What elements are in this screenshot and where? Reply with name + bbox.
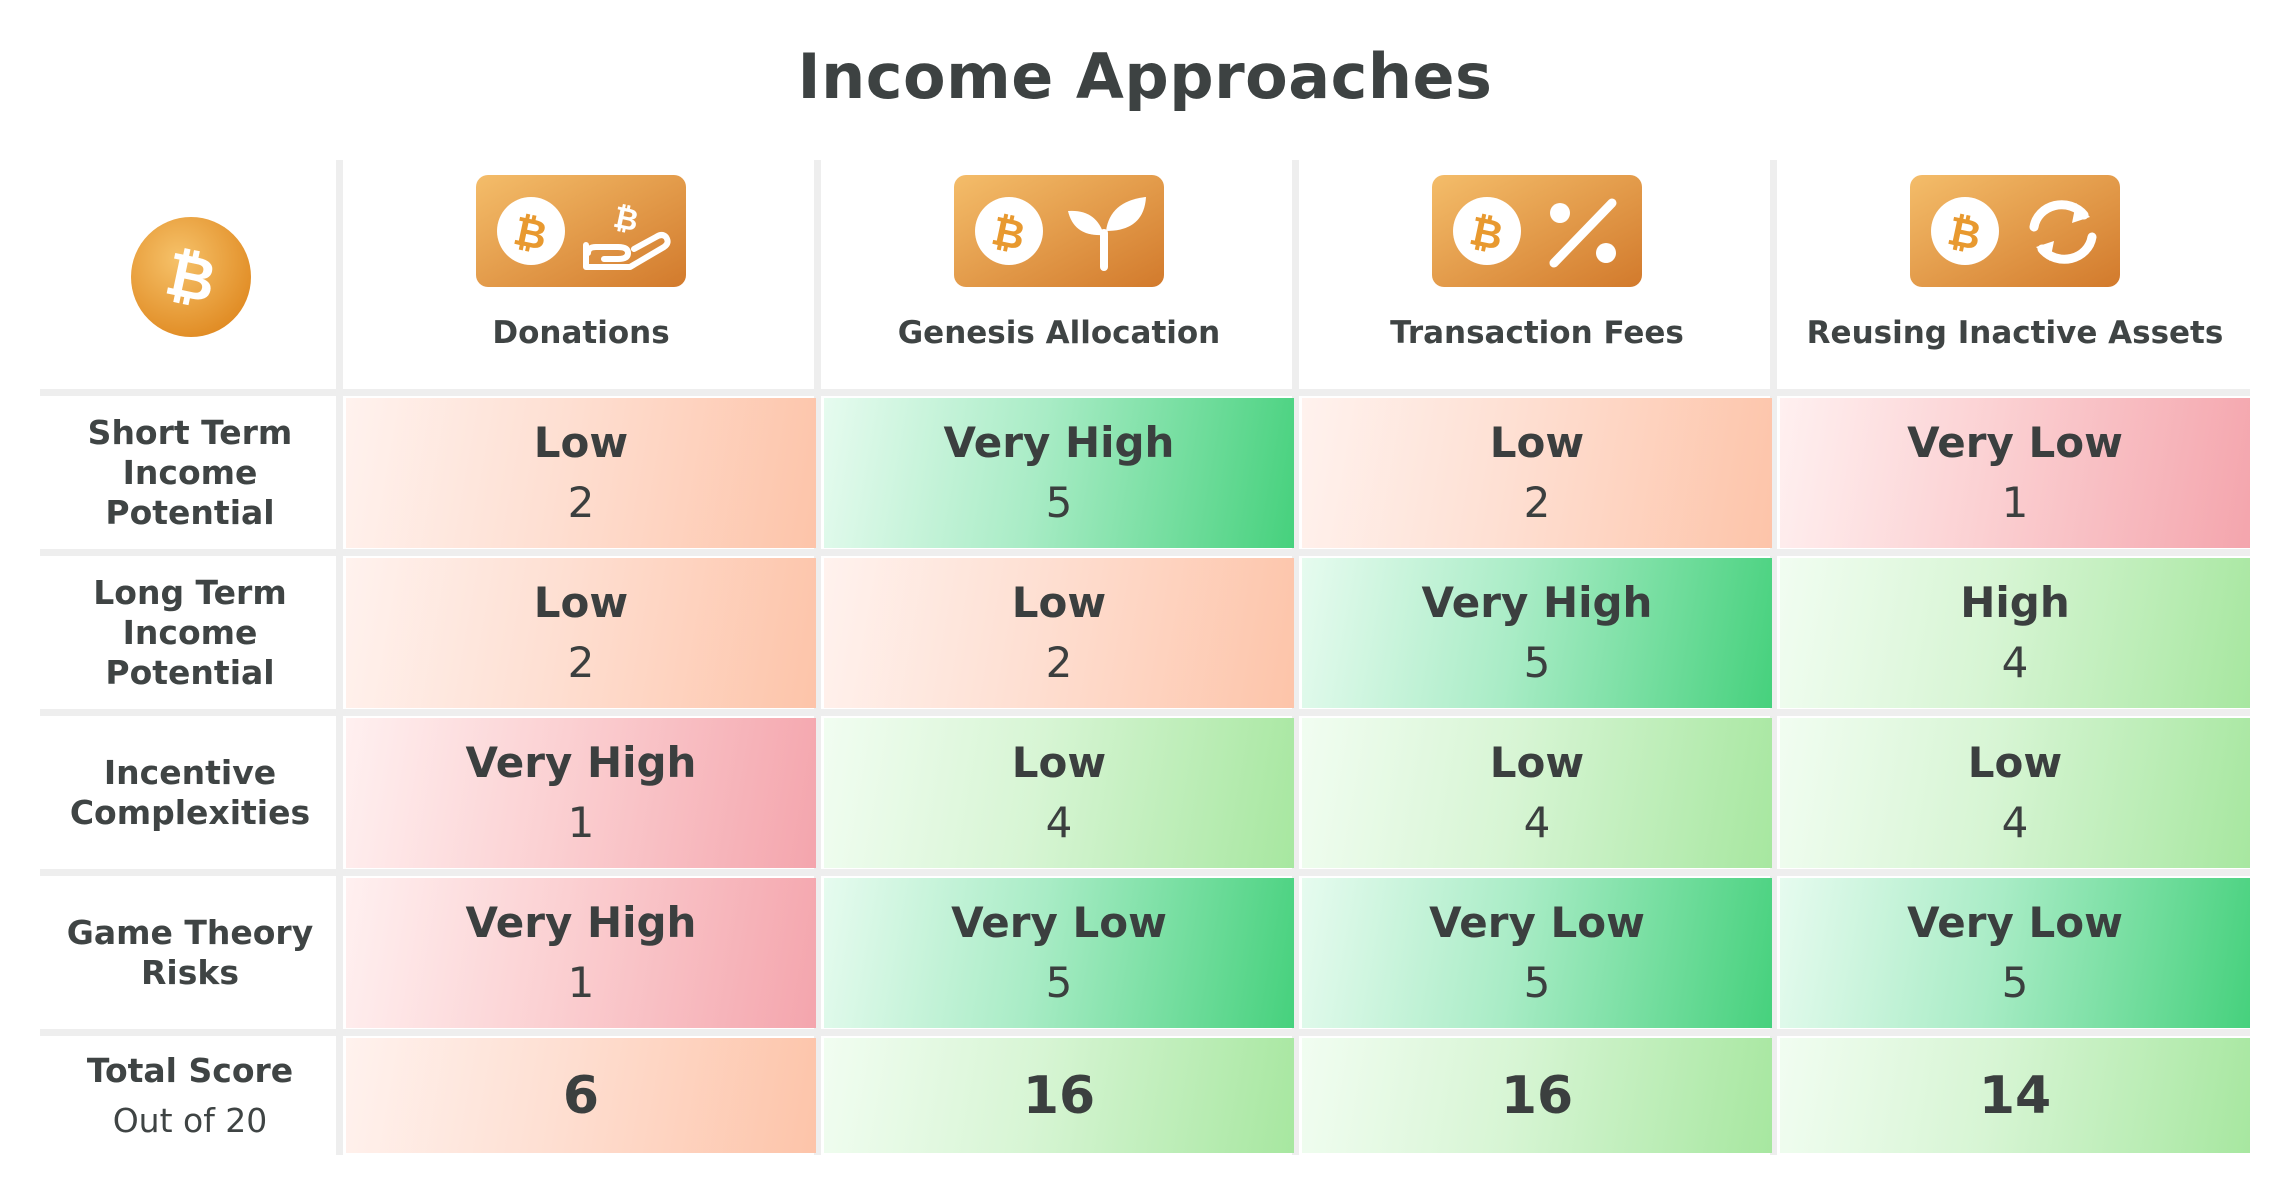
cell-rating: Very Low xyxy=(1429,898,1645,947)
row-divider xyxy=(40,1029,2250,1036)
cell-rating: Low xyxy=(533,418,629,467)
total-cell: 6 xyxy=(346,1038,816,1153)
score-cell: Very High 5 xyxy=(1302,558,1772,708)
sprout-icon: ₿ xyxy=(954,175,1164,287)
score-cell: Very High 1 xyxy=(346,878,816,1028)
column-header: ₿ Transaction Fees xyxy=(1307,175,1767,375)
cell-score: 2 xyxy=(1045,638,1073,687)
refresh-icon: ₿ xyxy=(1910,175,2120,287)
column-label: Reusing Inactive Assets xyxy=(1806,315,2224,351)
score-cell: Very Low 5 xyxy=(1780,878,2250,1028)
row-label-line: Complexities xyxy=(69,793,311,832)
column-divider xyxy=(814,160,821,1155)
row-label-line: Short Term xyxy=(87,413,293,452)
bitcoin-coin-icon: ₿ xyxy=(131,217,251,337)
total-score-value: 6 xyxy=(562,1065,600,1126)
row-label-line: Potential xyxy=(105,653,275,692)
row-label: Incentive Complexities xyxy=(40,718,340,868)
column-divider xyxy=(1770,160,1777,1155)
row-label: Game Theory Risks xyxy=(40,878,340,1028)
cell-score: 2 xyxy=(1523,478,1551,527)
total-score-value: 16 xyxy=(1500,1065,1574,1126)
cell-score: 2 xyxy=(567,638,595,687)
score-cell: Low 2 xyxy=(1302,398,1772,548)
cell-score: 4 xyxy=(2001,798,2029,847)
cell-score: 5 xyxy=(1045,478,1073,527)
cell-score: 1 xyxy=(567,958,595,1007)
row-label: Long Term Income Potential xyxy=(40,558,340,708)
column-divider xyxy=(1292,160,1299,1155)
row-label: Short Term Income Potential xyxy=(40,398,340,548)
column-label: Donations xyxy=(492,315,670,351)
cell-rating: Very High xyxy=(1421,578,1653,627)
row-label-line: Income xyxy=(122,453,258,492)
cell-score: 1 xyxy=(567,798,595,847)
column-header: ₿ Reusing Inactive Assets xyxy=(1785,175,2245,375)
cell-score: 4 xyxy=(2001,638,2029,687)
row-divider xyxy=(40,869,2250,876)
cell-score: 1 xyxy=(2001,478,2029,527)
total-cell: 16 xyxy=(1302,1038,1772,1153)
score-cell: Low 4 xyxy=(824,718,1294,868)
row-label-line: Risks xyxy=(141,953,239,992)
column-header: ₿ Genesis Allocation xyxy=(829,175,1289,375)
cell-score: 5 xyxy=(2001,958,2029,1007)
cell-rating: High xyxy=(1960,578,2070,627)
score-cell: Low 4 xyxy=(1780,718,2250,868)
cell-rating: Low xyxy=(1011,578,1107,627)
cell-score: 5 xyxy=(1523,958,1551,1007)
cell-rating: Very Low xyxy=(951,898,1167,947)
cell-rating: Low xyxy=(1967,738,2063,787)
row-divider xyxy=(40,709,2250,716)
row-label-line: Long Term xyxy=(93,573,287,612)
row-divider xyxy=(40,389,2250,396)
cell-rating: Low xyxy=(1489,418,1585,467)
total-score-sublabel: Out of 20 xyxy=(112,1100,268,1140)
cell-rating: Low xyxy=(533,578,629,627)
cell-rating: Very Low xyxy=(1907,898,2123,947)
hand-bitcoin-icon: ₿ ₿ xyxy=(476,175,686,287)
total-cell: 14 xyxy=(1780,1038,2250,1153)
cell-score: 5 xyxy=(1045,958,1073,1007)
score-cell: Very High 1 xyxy=(346,718,816,868)
percent-icon: ₿ xyxy=(1432,175,1642,287)
score-cell: Very Low 5 xyxy=(1302,878,1772,1028)
chart-title: Income Approaches xyxy=(797,40,1493,113)
cell-score: 5 xyxy=(1523,638,1551,687)
row-label-line: Incentive xyxy=(103,753,277,792)
score-cell: Low 2 xyxy=(346,558,816,708)
row-label-line: Potential xyxy=(105,493,275,532)
row-label-line: Game Theory xyxy=(66,913,314,952)
score-cell: Low 2 xyxy=(824,558,1294,708)
cell-rating: Very High xyxy=(943,418,1175,467)
column-label: Genesis Allocation xyxy=(897,315,1221,351)
score-cell: High 4 xyxy=(1780,558,2250,708)
column-label: Transaction Fees xyxy=(1390,315,1684,351)
score-cell: Low 2 xyxy=(346,398,816,548)
cell-score: 2 xyxy=(567,478,595,527)
cell-rating: Very High xyxy=(465,898,697,947)
total-score-label: Total Score Out of 20 xyxy=(40,1038,340,1153)
cell-rating: Low xyxy=(1489,738,1585,787)
cell-score: 4 xyxy=(1045,798,1073,847)
row-label-line: Income xyxy=(122,613,258,652)
column-header: ₿ ₿ Donations xyxy=(351,175,811,375)
cell-rating: Very Low xyxy=(1907,418,2123,467)
column-divider xyxy=(336,160,343,1155)
score-cell: Low 4 xyxy=(1302,718,1772,868)
cell-rating: Low xyxy=(1011,738,1107,787)
cell-score: 4 xyxy=(1523,798,1551,847)
cell-rating: Very High xyxy=(465,738,697,787)
total-score-value: 16 xyxy=(1022,1065,1096,1126)
row-divider xyxy=(40,549,2250,556)
total-score-title: Total Score xyxy=(86,1050,294,1090)
total-cell: 16 xyxy=(824,1038,1294,1153)
score-cell: Very Low 1 xyxy=(1780,398,2250,548)
total-score-value: 14 xyxy=(1978,1065,2052,1126)
score-cell: Very Low 5 xyxy=(824,878,1294,1028)
score-cell: Very High 5 xyxy=(824,398,1294,548)
